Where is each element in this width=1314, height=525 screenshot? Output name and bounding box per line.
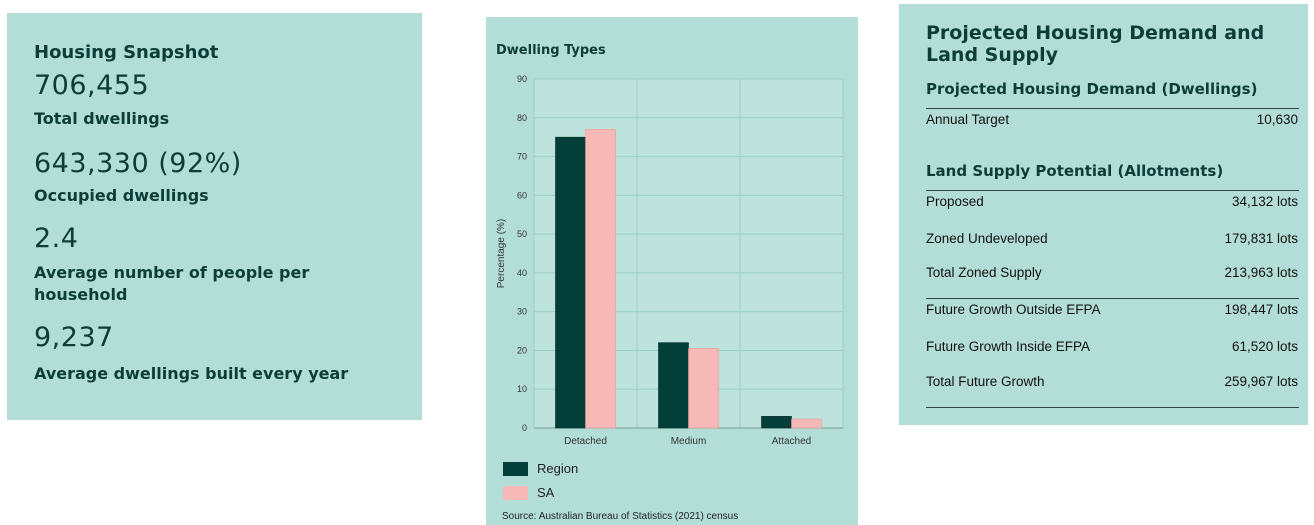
y-axis-label: Percentage (%) <box>496 219 507 288</box>
land-supply-heading: Land Supply Potential (Allotments) <box>926 162 1224 180</box>
stat-total-dwellings-label: Total dwellings <box>34 109 170 128</box>
y-tick-label: 80 <box>517 113 527 123</box>
bar-region-medium <box>658 342 689 429</box>
row-label: Total Future Growth <box>926 374 1045 389</box>
demand-heading: Projected Housing Demand (Dwellings) <box>926 80 1258 98</box>
row-label: Future Growth Inside EFPA <box>926 339 1091 354</box>
row-value: 34,132 lots <box>1231 194 1298 209</box>
row-value: 259,967 lots <box>1224 374 1298 389</box>
row-value: 179,831 lots <box>1224 231 1298 246</box>
row-value: 61,520 lots <box>1231 339 1298 354</box>
supply-title: Projected Housing Demand and Land Supply <box>926 22 1265 66</box>
x-tick-label: Medium <box>671 436 707 447</box>
row-label: Annual Target <box>926 112 1010 127</box>
row-value: 213,963 lots <box>1224 265 1298 280</box>
chart-title: Dwelling Types <box>496 43 606 58</box>
row-label: Zoned Undeveloped <box>926 231 1048 246</box>
y-tick-label: 0 <box>522 423 527 433</box>
x-tick-label: Attached <box>772 436 811 447</box>
legend-item-sa: SA <box>503 485 554 500</box>
stat-total-dwellings-value: 706,455 <box>34 70 150 101</box>
y-tick-label: 40 <box>517 268 527 278</box>
row-label: Proposed <box>926 194 984 209</box>
stat-people-per-household-value: 2.4 <box>34 223 79 254</box>
bar-region-attached <box>761 416 792 429</box>
row-value: 198,447 lots <box>1224 302 1298 317</box>
x-tick-label: Detached <box>564 436 607 447</box>
stat-dwellings-built-label: Average dwellings built every year <box>34 364 349 383</box>
row-label: Future Growth Outside EFPA <box>926 302 1101 317</box>
dwelling-types-chart: 0 10 20 30 40 50 60 70 80 90 Detached Medium Attache… <box>496 74 844 447</box>
bar-region-detached <box>555 136 586 429</box>
legend-label-sa: SA <box>537 485 555 500</box>
snapshot-title: Housing Snapshot <box>34 42 219 63</box>
y-tick-label: 20 <box>517 345 527 355</box>
divider <box>926 108 1299 109</box>
bar-sa-attached <box>791 418 822 429</box>
stat-occupied-dwellings-value: 643,330 (92%) <box>34 148 242 179</box>
legend-label-region: Region <box>537 461 579 476</box>
stat-dwellings-built-value: 9,237 <box>34 322 114 353</box>
housing-demand-land-supply-panel: Projected Housing Demand and Land Supply… <box>899 4 1308 425</box>
y-tick-label: 50 <box>517 229 527 239</box>
y-tick-label: 30 <box>517 307 527 317</box>
divider <box>926 407 1299 408</box>
stat-people-per-household-label: Average number of people per household <box>34 263 310 304</box>
y-tick-label: 90 <box>517 74 527 84</box>
bar-sa-detached <box>585 129 616 429</box>
dwelling-types-panel: Dwelling Types 0 10 20 30 40 50 60 70 80 90 Detach… <box>486 17 858 525</box>
row-label: Total Zoned Supply <box>926 265 1042 280</box>
row-value: 10,630 <box>1256 112 1298 127</box>
bar-sa-medium <box>688 348 719 429</box>
legend-swatch-region <box>503 461 528 476</box>
y-tick-label: 60 <box>517 190 527 200</box>
chart-source-note: Source: Australian Bureau of Statistics … <box>502 511 739 522</box>
y-tick-label: 70 <box>517 152 527 162</box>
y-tick-label: 10 <box>517 384 527 394</box>
divider <box>926 298 1299 299</box>
housing-snapshot-panel: Housing Snapshot 706,455 Total dwellings… <box>7 13 422 420</box>
divider <box>926 190 1299 191</box>
stat-occupied-dwellings-label: Occupied dwellings <box>34 186 209 205</box>
legend-item-region: Region <box>503 461 578 476</box>
legend-swatch-sa <box>503 485 528 500</box>
